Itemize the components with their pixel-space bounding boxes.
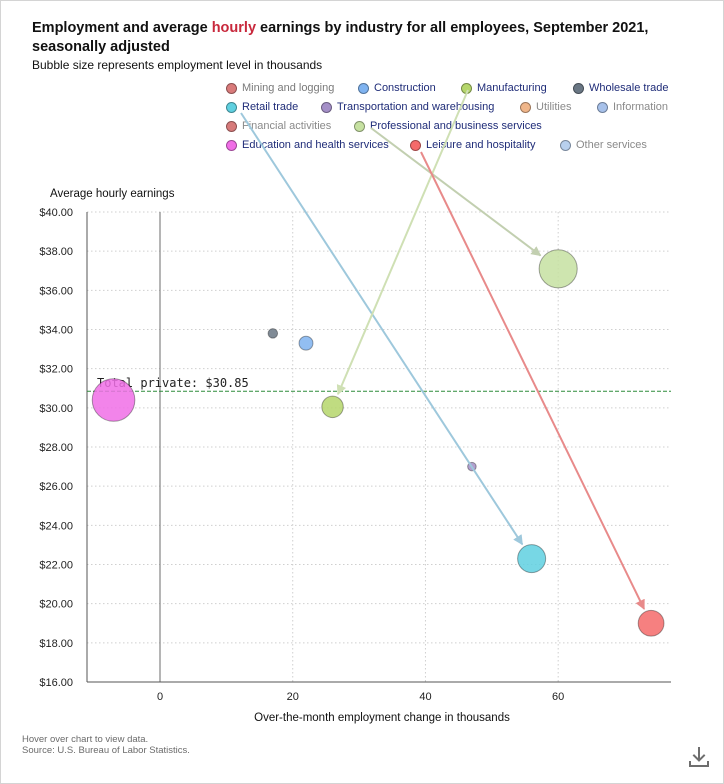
- legend-swatch: [226, 139, 237, 151]
- y-tick-label: $32.00: [39, 364, 73, 376]
- y-tick-label: $24.00: [39, 520, 73, 532]
- footnote: Hover over chart to view data. Source: U…: [22, 734, 190, 756]
- title-part-1: Employment and average: [32, 20, 212, 36]
- x-tick-label: 20: [287, 691, 299, 703]
- legend-label: Financial activities: [242, 120, 332, 132]
- legend-label: Leisure and hospitality: [426, 139, 536, 151]
- legend-swatch: [410, 139, 421, 151]
- bubble-leisure-and-hospitality[interactable]: [637, 609, 665, 637]
- y-tick-label: $18.00: [39, 638, 73, 650]
- hover-note: Hover over chart to view data.: [22, 734, 149, 745]
- legend-label: Transportation and warehousing: [337, 101, 495, 113]
- legend-swatch: [573, 82, 584, 94]
- x-tick-label: 40: [419, 691, 431, 703]
- legend-item-leisure-and-hospitality[interactable]: Leisure and hospitality: [410, 137, 535, 153]
- y-tick-label: $36.00: [39, 285, 73, 297]
- y-tick-label: $22.00: [39, 560, 73, 572]
- legend-label: Other services: [576, 139, 647, 151]
- legend-item-wholesale-trade[interactable]: Wholesale trade: [573, 80, 669, 96]
- chart-subtitle: Bubble size represents employment level …: [32, 58, 323, 72]
- legend-item-financial-activities[interactable]: Financial activities: [226, 118, 331, 134]
- legend-label: Retail trade: [242, 101, 299, 113]
- legend-swatch: [560, 139, 571, 151]
- legend-label: Construction: [374, 82, 436, 94]
- legend-item-retail-trade[interactable]: Retail trade: [226, 99, 298, 115]
- annotation-arrow-professional-and-business-services: [370, 127, 542, 257]
- bubble-construction[interactable]: [298, 335, 314, 351]
- legend-item-education-and-health-services[interactable]: Education and health services: [226, 137, 389, 153]
- bubble-retail-trade[interactable]: [517, 544, 547, 574]
- legend-item-other-services[interactable]: Other services: [560, 137, 647, 153]
- chart-title: Employment and average hourly earnings b…: [32, 19, 672, 57]
- legend-swatch: [321, 101, 332, 113]
- legend-item-transportation-and-warehousing[interactable]: Transportation and warehousing: [321, 99, 494, 115]
- y-tick-label: $16.00: [39, 677, 73, 689]
- title-part-2: earnings by industry for all employees, …: [32, 20, 649, 55]
- annotation-arrow-manufacturing: [336, 89, 469, 396]
- y-tick-label: $20.00: [39, 599, 73, 611]
- y-tick-label: $28.00: [39, 442, 73, 454]
- y-tick-label: $30.00: [39, 403, 73, 415]
- legend-swatch: [520, 101, 531, 113]
- legend-item-construction[interactable]: Construction: [358, 80, 436, 96]
- title-highlight: hourly: [211, 20, 257, 36]
- source-note: Source: U.S. Bureau of Labor Statistics.: [22, 745, 190, 756]
- legend-item-mining-and-logging[interactable]: Mining and logging: [226, 80, 334, 96]
- legend-swatch: [226, 120, 237, 132]
- bubble-wholesale-trade[interactable]: [267, 328, 279, 339]
- y-tick-label: $38.00: [39, 246, 73, 258]
- y-tick-label: $34.00: [39, 325, 73, 337]
- annotation-arrow-leisure-and-hospitality: [420, 151, 646, 610]
- legend-swatch: [226, 82, 237, 94]
- x-tick-label: 0: [157, 691, 163, 703]
- legend-label: Wholesale trade: [589, 82, 669, 94]
- legend-swatch: [226, 101, 237, 113]
- bubble-manufacturing[interactable]: [321, 395, 344, 419]
- y-axis-label: Average hourly earnings: [50, 188, 175, 200]
- y-tick-label: $26.00: [39, 481, 73, 493]
- y-tick-label: $40.00: [39, 207, 73, 219]
- legend-item-information[interactable]: Information: [597, 99, 668, 115]
- x-axis-label: Over-the-month employment change in thou…: [254, 712, 510, 724]
- legend-swatch: [354, 120, 365, 132]
- legend-item-professional-and-business-services[interactable]: Professional and business services: [354, 118, 542, 134]
- annotation-arrow-retail-trade: [240, 112, 524, 546]
- bubble-professional-and-business-services[interactable]: [538, 249, 578, 289]
- legend-label: Information: [613, 101, 669, 113]
- legend-swatch: [358, 82, 369, 94]
- legend-label: Utilities: [536, 101, 572, 113]
- reference-line-label: Total private: $30.85: [97, 376, 249, 390]
- legend-item-utilities[interactable]: Utilities: [520, 99, 571, 115]
- bubble-education-and-health-services[interactable]: [91, 378, 136, 422]
- x-tick-label: 60: [552, 691, 564, 703]
- legend-label: Education and health services: [242, 139, 389, 151]
- legend-label: Professional and business services: [370, 120, 542, 132]
- download-icon[interactable]: [688, 746, 710, 768]
- legend-label: Mining and logging: [242, 82, 335, 94]
- legend-swatch: [597, 101, 608, 113]
- legend-label: Manufacturing: [477, 82, 547, 94]
